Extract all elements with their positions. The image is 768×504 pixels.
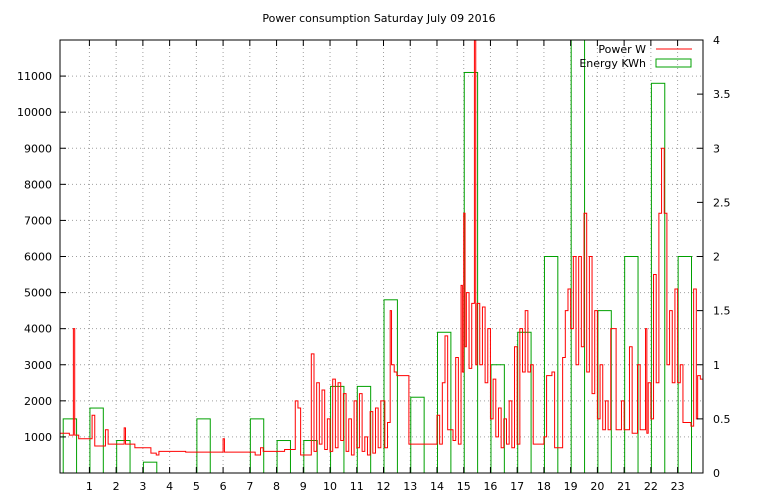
energy-bar — [276, 440, 291, 474]
grid — [60, 40, 703, 473]
y-right-tick-label: 1.5 — [713, 305, 731, 318]
energy-bar — [383, 299, 398, 474]
legend-energy-label: Energy KWh — [579, 57, 646, 70]
y-right-tick-label: 2.5 — [713, 196, 731, 209]
x-tick-label: 3 — [139, 480, 146, 493]
legend-power-label: Power W — [598, 43, 646, 56]
x-tick-label: 7 — [246, 480, 253, 493]
x-tick-label: 14 — [430, 480, 444, 493]
y-left-tick-label: 2000 — [24, 395, 52, 408]
energy-bar — [249, 418, 265, 474]
x-tick-label: 17 — [510, 480, 524, 493]
y-right-tick-label: 3.5 — [713, 88, 731, 101]
x-tick-label: 22 — [644, 480, 658, 493]
x-tick-label: 6 — [220, 480, 227, 493]
energy-bar — [437, 331, 452, 474]
x-tick-label: 11 — [350, 480, 364, 493]
x-tick-label: 2 — [113, 480, 120, 493]
y-right-tick-label: 0.5 — [713, 413, 731, 426]
legend: Power W Energy KWh — [579, 43, 692, 70]
axes: 1 2 3 4 5 6 7 8 9 10 11 12 13 14 15 16 17 18 19 20 21 22 23100… — [17, 34, 731, 493]
x-tick-label: 8 — [273, 480, 280, 493]
x-tick-label: 12 — [377, 480, 391, 493]
energy-bar — [196, 418, 211, 474]
x-tick-label: 23 — [671, 480, 685, 493]
power-line-group — [60, 39, 704, 456]
energy-bar — [543, 256, 559, 474]
y-left-tick-label: 6000 — [24, 251, 52, 264]
y-right-tick-label: 4 — [713, 34, 720, 47]
y-left-tick-label: 1000 — [24, 431, 52, 444]
y-right-tick-label: 0 — [713, 467, 720, 480]
energy-bar — [303, 440, 318, 474]
x-tick-label: 16 — [483, 480, 497, 493]
chart-title: Power consumption Saturday July 09 2016 — [262, 12, 495, 25]
y-left-tick-label: 8000 — [24, 178, 52, 191]
power-line — [60, 39, 704, 456]
y-left-tick-label: 4000 — [24, 323, 52, 336]
y-left-tick-label: 3000 — [24, 359, 52, 372]
x-tick-label: 20 — [590, 480, 604, 493]
x-tick-label: 4 — [166, 480, 173, 493]
y-right-tick-label: 2 — [713, 251, 720, 264]
x-tick-label: 10 — [323, 480, 337, 493]
y-left-tick-label: 9000 — [24, 142, 52, 155]
x-tick-label: 9 — [300, 480, 307, 493]
x-tick-label: 13 — [403, 480, 417, 493]
energy-bar — [142, 461, 158, 474]
y-right-tick-label: 3 — [713, 142, 720, 155]
y-left-tick-label: 7000 — [24, 214, 52, 227]
energy-bar — [410, 396, 425, 474]
x-tick-label: 15 — [457, 480, 471, 493]
x-tick-label: 1 — [86, 480, 93, 493]
legend-energy-swatch — [655, 58, 692, 68]
y-left-tick-label: 5000 — [24, 287, 52, 300]
y-left-tick-label: 10000 — [17, 106, 52, 119]
x-tick-label: 18 — [537, 480, 551, 493]
x-tick-label: 19 — [564, 480, 578, 493]
y-right-tick-label: 1 — [713, 359, 720, 372]
x-tick-label: 5 — [193, 480, 200, 493]
energy-bar — [116, 440, 131, 474]
y-left-tick-label: 11000 — [17, 70, 52, 83]
x-tick-label: 21 — [617, 480, 631, 493]
